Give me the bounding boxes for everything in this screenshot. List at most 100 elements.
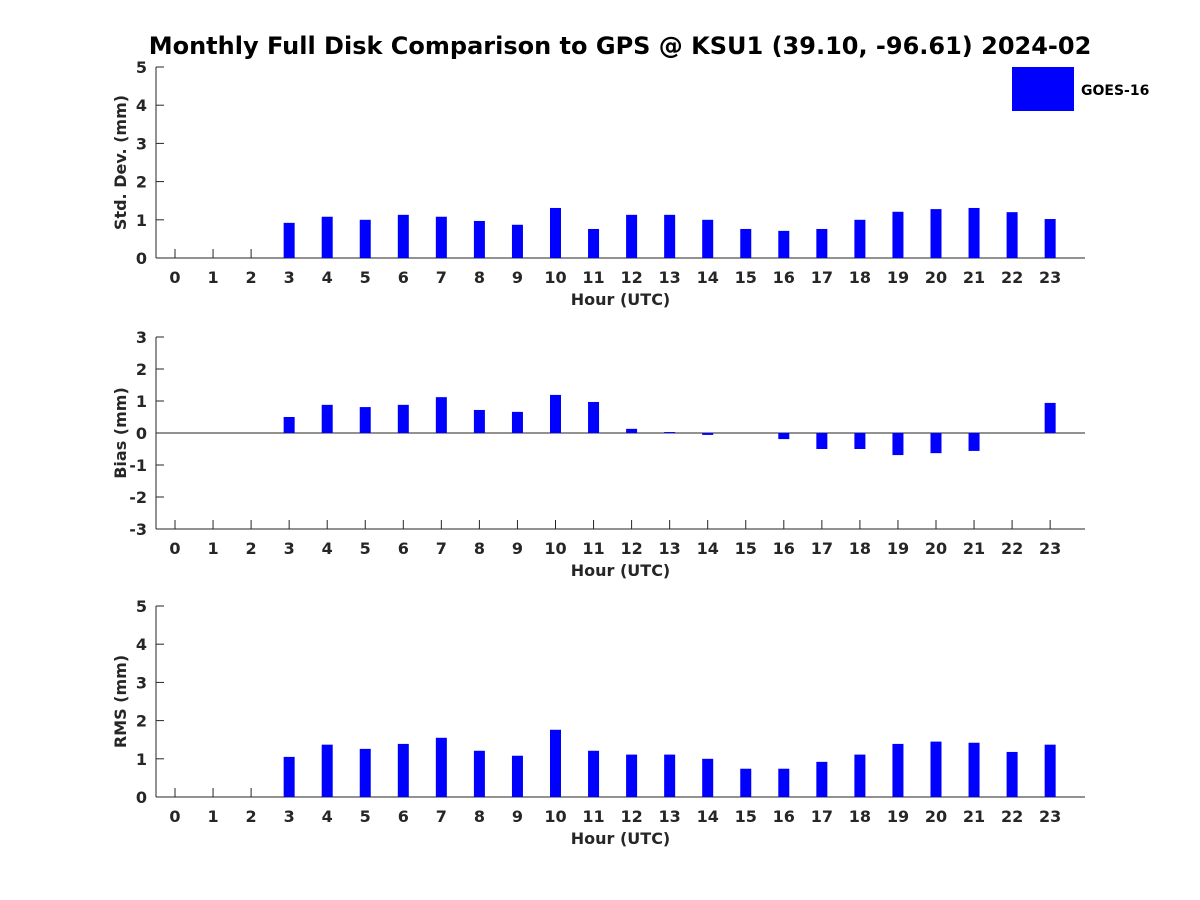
y-tick-label-bias: -1 (129, 456, 147, 475)
bar-std-dev-hour-6 (397, 214, 409, 258)
bar-bias-hour-19 (892, 433, 904, 456)
x-tick-label-bias: 0 (169, 539, 180, 558)
bar-rms-hour-15 (740, 768, 752, 797)
bar-std-dev-hour-10 (550, 207, 561, 258)
bar-bias-hour-17 (816, 433, 828, 449)
y-axis-label-bias: Bias (mm) (111, 387, 130, 479)
x-tick-label-bias: 21 (963, 539, 985, 558)
y-tick-label-std-dev: 4 (136, 96, 147, 115)
y-axis-label-rms: RMS (mm) (111, 655, 130, 748)
bar-std-dev-hour-18 (854, 219, 866, 258)
bar-bias-hour-23 (1044, 402, 1056, 433)
bar-bias-hour-18 (854, 433, 866, 449)
bar-rms-hour-11 (588, 750, 600, 797)
x-tick-label-rms: 11 (582, 807, 604, 826)
x-tick-label-bias: 12 (620, 539, 642, 558)
x-tick-label-std-dev: 19 (887, 268, 909, 287)
x-tick-label-std-dev: 11 (582, 268, 604, 287)
y-tick-label-std-dev: 5 (136, 58, 147, 77)
legend-swatch-goes16 (1012, 67, 1074, 111)
x-tick-label-std-dev: 18 (849, 268, 871, 287)
x-tick-label-rms: 17 (811, 807, 833, 826)
legend: GOES-16 (1012, 67, 1149, 111)
bar-std-dev-hour-12 (626, 214, 638, 258)
bar-bias-hour-5 (359, 407, 371, 433)
x-tick-label-rms: 16 (773, 807, 795, 826)
bar-rms-hour-8 (473, 750, 485, 797)
x-tick-label-std-dev: 8 (474, 268, 485, 287)
x-tick-label-bias: 9 (512, 539, 523, 558)
bar-rms-hour-16 (778, 768, 790, 797)
bar-std-dev-hour-7 (435, 216, 447, 258)
x-tick-label-std-dev: 20 (925, 268, 947, 287)
x-axis-label-bias: Hour (UTC) (571, 561, 671, 580)
legend-label-goes16: GOES-16 (1081, 83, 1149, 99)
bar-std-dev-hour-4 (321, 216, 333, 258)
x-tick-label-bias: 15 (735, 539, 757, 558)
bar-rms-hour-6 (397, 743, 409, 797)
x-tick-label-bias: 7 (436, 539, 447, 558)
x-tick-label-rms: 3 (284, 807, 295, 826)
x-tick-label-std-dev: 23 (1039, 268, 1061, 287)
bar-std-dev-hour-5 (359, 219, 371, 258)
y-tick-label-rms: 5 (136, 597, 147, 616)
x-tick-label-std-dev: 3 (284, 268, 295, 287)
bar-bias-hour-8 (473, 409, 485, 433)
x-tick-label-std-dev: 2 (246, 268, 257, 287)
x-tick-label-rms: 15 (735, 807, 757, 826)
x-tick-label-std-dev: 10 (544, 268, 566, 287)
bar-rms-hour-22 (1006, 751, 1018, 797)
x-tick-label-rms: 20 (925, 807, 947, 826)
bar-bias-hour-3 (283, 417, 295, 433)
x-tick-label-rms: 23 (1039, 807, 1061, 826)
x-tick-label-rms: 6 (398, 807, 409, 826)
y-tick-label-std-dev: 2 (136, 173, 147, 192)
bar-std-dev-hour-19 (892, 211, 904, 258)
bar-rms-hour-3 (283, 756, 295, 797)
y-tick-label-bias: 3 (136, 328, 147, 347)
bar-std-dev-hour-3 (283, 222, 295, 258)
bar-std-dev-hour-15 (740, 228, 752, 258)
x-tick-label-bias: 6 (398, 539, 409, 558)
x-tick-label-std-dev: 0 (169, 268, 180, 287)
bar-std-dev-hour-11 (588, 228, 600, 258)
bar-bias-hour-11 (588, 401, 600, 433)
x-tick-label-rms: 4 (322, 807, 333, 826)
bar-std-dev-hour-13 (664, 214, 676, 258)
y-tick-label-std-dev: 3 (136, 134, 147, 153)
x-tick-label-bias: 4 (322, 539, 333, 558)
bar-bias-hour-10 (550, 394, 561, 433)
x-tick-label-bias: 11 (582, 539, 604, 558)
x-tick-label-std-dev: 14 (697, 268, 719, 287)
bar-std-dev-hour-20 (930, 209, 942, 258)
x-tick-label-rms: 9 (512, 807, 523, 826)
bar-std-dev-hour-8 (473, 220, 485, 258)
y-tick-label-std-dev: 0 (136, 249, 147, 268)
x-tick-label-bias: 1 (207, 539, 218, 558)
bar-bias-hour-16 (778, 433, 790, 440)
y-tick-label-bias: 2 (136, 360, 147, 379)
bar-std-dev-hour-22 (1006, 212, 1018, 258)
x-tick-label-bias: 14 (697, 539, 719, 558)
x-tick-label-bias: 16 (773, 539, 795, 558)
x-tick-label-bias: 19 (887, 539, 909, 558)
y-tick-label-rms: 4 (136, 635, 147, 654)
x-tick-label-std-dev: 9 (512, 268, 523, 287)
bar-std-dev-hour-14 (702, 219, 714, 258)
x-tick-label-rms: 22 (1001, 807, 1023, 826)
x-tick-label-std-dev: 21 (963, 268, 985, 287)
x-tick-label-std-dev: 1 (207, 268, 218, 287)
chart-title: Monthly Full Disk Comparison to GPS @ KS… (149, 32, 1092, 60)
x-axis-label-rms: Hour (UTC) (571, 829, 671, 848)
x-tick-label-std-dev: 4 (322, 268, 333, 287)
bar-rms-hour-9 (511, 755, 523, 797)
x-tick-label-bias: 13 (659, 539, 681, 558)
bar-rms-hour-13 (664, 754, 676, 797)
x-tick-label-rms: 0 (169, 807, 180, 826)
x-tick-label-std-dev: 12 (620, 268, 642, 287)
y-tick-label-rms: 1 (136, 750, 147, 769)
